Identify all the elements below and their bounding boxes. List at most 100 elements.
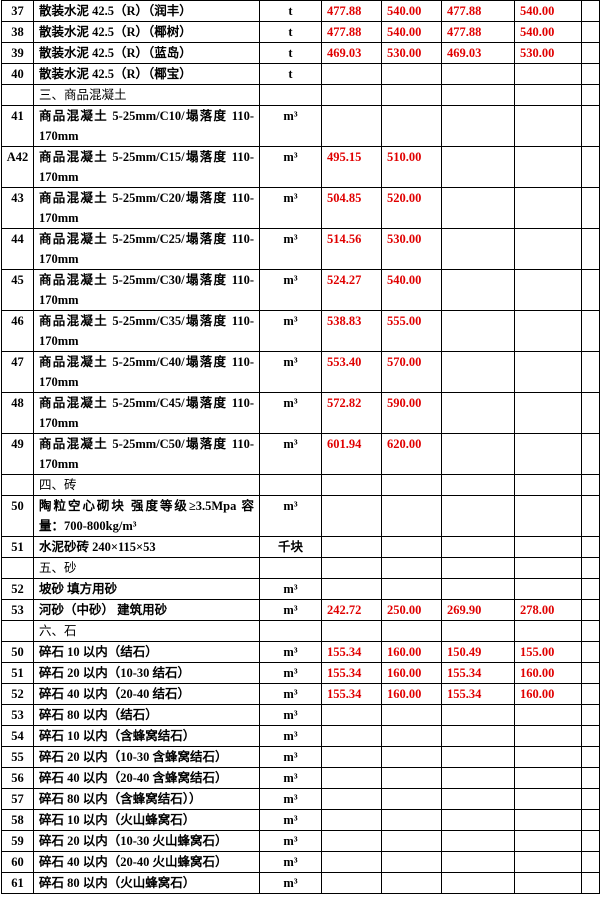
price: 510.00 — [381, 146, 442, 188]
table-row: 三、商品混凝土 — [1, 84, 600, 106]
unit: m³ — [259, 830, 322, 852]
item-name: 商品混凝土 5-25mm/C45/塌落度 110-170mm — [33, 392, 260, 434]
row-number: 53 — [1, 599, 34, 621]
price: 278.00 — [514, 599, 582, 621]
row-number: 41 — [1, 105, 34, 147]
empty-cell — [581, 0, 600, 22]
price — [441, 746, 515, 768]
table-row: 四、砖 — [1, 474, 600, 496]
table-row: 38 散装水泥 42.5（R）（椰树） t 477.88 540.00 477.88 540… — [1, 21, 600, 43]
empty-cell — [581, 433, 600, 475]
price: 477.88 — [321, 21, 382, 43]
price — [514, 746, 582, 768]
price: 520.00 — [381, 187, 442, 229]
price-table: 37 散装水泥 42.5（R）（润丰） t 477.88 540.00 477.88 540… — [1, 0, 600, 894]
item-name: 碎石 10 以内（含蜂窝结石） — [33, 725, 260, 747]
price: 160.00 — [381, 641, 442, 663]
price — [514, 872, 582, 894]
row-number — [1, 620, 34, 642]
empty-cell — [581, 21, 600, 43]
item-name: 碎石 10 以内（结石） — [33, 641, 260, 663]
price — [441, 536, 515, 558]
unit: m³ — [259, 683, 322, 705]
unit: m³ — [259, 310, 322, 352]
table-row: 40 散装水泥 42.5（R）（椰宝） t — [1, 63, 600, 85]
price — [441, 474, 515, 496]
item-name: 商品混凝土 5-25mm/C15/塌落度 110-170mm — [33, 146, 260, 188]
price — [514, 105, 582, 147]
row-number: 50 — [1, 495, 34, 537]
unit: m³ — [259, 851, 322, 873]
price: 540.00 — [381, 21, 442, 43]
row-number: 39 — [1, 42, 34, 64]
price: 160.00 — [381, 683, 442, 705]
empty-cell — [581, 536, 600, 558]
price — [381, 767, 442, 789]
price — [514, 474, 582, 496]
row-number: 49 — [1, 433, 34, 475]
table-row: 五、砂 — [1, 557, 600, 579]
price: 620.00 — [381, 433, 442, 475]
empty-cell — [581, 809, 600, 831]
price: 590.00 — [381, 392, 442, 434]
table-row: 46 商品混凝土 5-25mm/C35/塌落度 110-170mm m³ 538.83… — [1, 310, 600, 352]
unit: m³ — [259, 392, 322, 434]
unit: m³ — [259, 767, 322, 789]
price — [441, 63, 515, 85]
price: 530.00 — [381, 42, 442, 64]
row-number: 44 — [1, 228, 34, 270]
price — [441, 725, 515, 747]
table-row: 59 碎石 20 以内（10-30 火山蜂窝石） m³ — [1, 830, 600, 852]
price — [514, 557, 582, 579]
price: 160.00 — [514, 683, 582, 705]
price — [514, 704, 582, 726]
unit: t — [259, 42, 322, 64]
unit — [259, 474, 322, 496]
price — [441, 84, 515, 106]
price — [381, 557, 442, 579]
row-number: 38 — [1, 21, 34, 43]
empty-cell — [581, 641, 600, 663]
table-row: 51 水泥砂砖 240×115×53 千块 — [1, 536, 600, 558]
unit: m³ — [259, 746, 322, 768]
price — [321, 105, 382, 147]
price: 540.00 — [381, 269, 442, 311]
price — [321, 557, 382, 579]
price — [441, 187, 515, 229]
section-title: 三、商品混凝土 — [33, 84, 260, 106]
table-row: 52 坡砂 填方用砂 m³ — [1, 578, 600, 600]
price — [441, 578, 515, 600]
price — [441, 228, 515, 270]
unit: m³ — [259, 269, 322, 311]
price — [514, 187, 582, 229]
item-name: 碎石 20 以内（10-30 结石） — [33, 662, 260, 684]
price — [514, 495, 582, 537]
table-row: 61 碎石 80 以内（火山蜂窝石） m³ — [1, 872, 600, 894]
table-row: 50 碎石 10 以内（结石） m³ 155.34 160.00 150.49 155.00 — [1, 641, 600, 663]
unit: 千块 — [259, 536, 322, 558]
price: 540.00 — [381, 0, 442, 22]
price: 155.34 — [441, 662, 515, 684]
price: 477.88 — [321, 0, 382, 22]
price — [441, 830, 515, 852]
row-number: 52 — [1, 578, 34, 600]
price — [321, 620, 382, 642]
table-row: 六、石 — [1, 620, 600, 642]
price: 269.90 — [441, 599, 515, 621]
unit: m³ — [259, 105, 322, 147]
unit: m³ — [259, 662, 322, 684]
price — [441, 495, 515, 537]
table-row: 48 商品混凝土 5-25mm/C45/塌落度 110-170mm m³ 572.82… — [1, 392, 600, 434]
unit — [259, 620, 322, 642]
price — [381, 704, 442, 726]
price: 504.85 — [321, 187, 382, 229]
price — [321, 474, 382, 496]
unit: m³ — [259, 872, 322, 894]
item-name: 散装水泥 42.5（R）（椰树） — [33, 21, 260, 43]
price: 530.00 — [514, 42, 582, 64]
empty-cell — [581, 474, 600, 496]
price: 530.00 — [381, 228, 442, 270]
empty-cell — [581, 495, 600, 537]
section-title: 六、石 — [33, 620, 260, 642]
table-row: 53 河砂（中砂） 建筑用砂 m³ 242.72 250.00 269.90 278.00 — [1, 599, 600, 621]
